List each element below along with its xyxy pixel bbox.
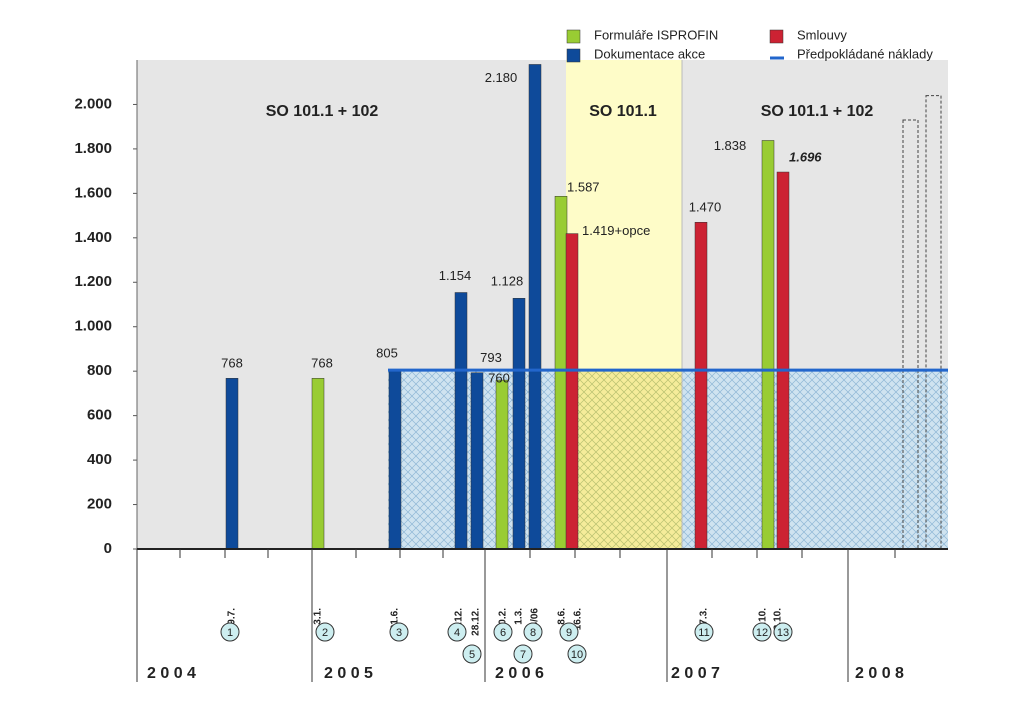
date-label: 28.12. bbox=[471, 608, 482, 636]
y-tick-label: 400 bbox=[87, 451, 112, 468]
marker-label: 10 bbox=[571, 649, 583, 661]
legend-swatch bbox=[566, 48, 581, 63]
bar bbox=[694, 222, 708, 550]
marker-label: 4 bbox=[454, 627, 460, 639]
marker-circle bbox=[220, 622, 240, 642]
y-tick-label: 2.000 bbox=[74, 95, 112, 112]
marker-circle bbox=[513, 644, 533, 664]
marker-label: 7 bbox=[520, 649, 526, 661]
marker-circle bbox=[694, 622, 714, 642]
legend-label: Smlouvy bbox=[797, 27, 847, 42]
bar bbox=[495, 379, 509, 550]
date-label: 12.10. bbox=[758, 608, 769, 636]
year-label: 2 0 0 8 bbox=[855, 665, 904, 682]
bar bbox=[311, 378, 325, 550]
bar bbox=[776, 171, 790, 550]
value-label: 768 bbox=[221, 356, 243, 371]
marker-label: 12 bbox=[756, 627, 768, 639]
marker-circle bbox=[462, 644, 482, 664]
value-label: 1.154 bbox=[439, 268, 472, 283]
value-label: 805 bbox=[376, 346, 398, 361]
region-label: SO 101.1 bbox=[589, 103, 657, 120]
y-tick-label: 1.800 bbox=[74, 140, 112, 157]
value-label: 793 bbox=[480, 350, 502, 365]
bar bbox=[554, 196, 568, 550]
legend-swatch bbox=[566, 29, 581, 44]
marker-label: 1 bbox=[227, 627, 233, 639]
date-label: 8.6. bbox=[557, 608, 568, 625]
region-label: SO 101.1 + 102 bbox=[266, 103, 379, 120]
value-label: 1.838 bbox=[714, 138, 747, 153]
marker-label: 2 bbox=[322, 627, 328, 639]
bar bbox=[470, 372, 484, 550]
y-tick-label: 1.200 bbox=[74, 273, 112, 290]
legend-swatch bbox=[769, 29, 784, 44]
value-label: 1.587 bbox=[567, 180, 600, 195]
bar bbox=[454, 292, 468, 550]
date-label: 19.7. bbox=[227, 608, 238, 630]
marker-label: 5 bbox=[469, 649, 475, 661]
marker-circle bbox=[493, 622, 513, 642]
year-label: 2 0 0 6 bbox=[495, 665, 544, 682]
date-label: 21.12. bbox=[454, 608, 465, 636]
date-label: 3.1. bbox=[313, 608, 324, 625]
marker-circle bbox=[752, 622, 772, 642]
y-tick-label: 0 bbox=[104, 540, 112, 557]
y-tick-label: 1.600 bbox=[74, 184, 112, 201]
bar bbox=[512, 298, 526, 550]
cost-area bbox=[566, 370, 682, 549]
marker-label: 8 bbox=[530, 627, 536, 639]
bar bbox=[761, 140, 775, 550]
bar bbox=[388, 369, 402, 550]
region-label: SO 101.1 + 102 bbox=[761, 103, 874, 120]
marker-label: 3 bbox=[396, 627, 402, 639]
date-label: 16.6. bbox=[573, 608, 584, 630]
value-label: 1.696 bbox=[789, 149, 822, 164]
marker-label: 13 bbox=[777, 627, 789, 639]
value-label: 760 bbox=[488, 371, 510, 386]
marker-circle bbox=[523, 622, 543, 642]
date-label: 23.10. bbox=[773, 608, 784, 636]
y-tick-label: 1.000 bbox=[74, 318, 112, 335]
year-label: 2 0 0 4 bbox=[147, 665, 196, 682]
marker-circle bbox=[389, 622, 409, 642]
legend-label: Dokumentace akce bbox=[594, 46, 705, 61]
marker-circle bbox=[447, 622, 467, 642]
marker-label: 6 bbox=[500, 627, 506, 639]
y-tick-label: 800 bbox=[87, 362, 112, 379]
marker-circle bbox=[567, 644, 587, 664]
value-label: 1.419+opce bbox=[582, 223, 650, 238]
date-label: 7.3. bbox=[699, 608, 710, 625]
marker-circle bbox=[559, 622, 579, 642]
date-label: 1.3. bbox=[514, 608, 525, 625]
y-tick-label: 1.400 bbox=[74, 229, 112, 246]
marker-circle bbox=[773, 622, 793, 642]
bar bbox=[225, 378, 239, 550]
y-tick-label: 200 bbox=[87, 496, 112, 513]
date-label: 10.2. bbox=[498, 608, 509, 630]
year-label: 2 0 0 7 bbox=[671, 665, 720, 682]
legend-label: Předpokládané náklady bbox=[797, 46, 933, 61]
value-label: 1.128 bbox=[491, 274, 524, 289]
value-label: 1.470 bbox=[689, 200, 722, 215]
date-label: 3/06 bbox=[530, 608, 541, 628]
marker-label: 9 bbox=[566, 627, 572, 639]
bar bbox=[528, 64, 542, 550]
marker-circle bbox=[315, 622, 335, 642]
bar bbox=[565, 233, 579, 550]
marker-label: 11 bbox=[698, 627, 709, 639]
value-label: 768 bbox=[311, 356, 333, 371]
date-label: 21.6. bbox=[390, 608, 401, 630]
legend-label: Formuláře ISPROFIN bbox=[594, 27, 718, 42]
year-label: 2 0 0 5 bbox=[324, 665, 373, 682]
y-tick-label: 600 bbox=[87, 407, 112, 424]
value-label: 2.180 bbox=[485, 70, 518, 85]
